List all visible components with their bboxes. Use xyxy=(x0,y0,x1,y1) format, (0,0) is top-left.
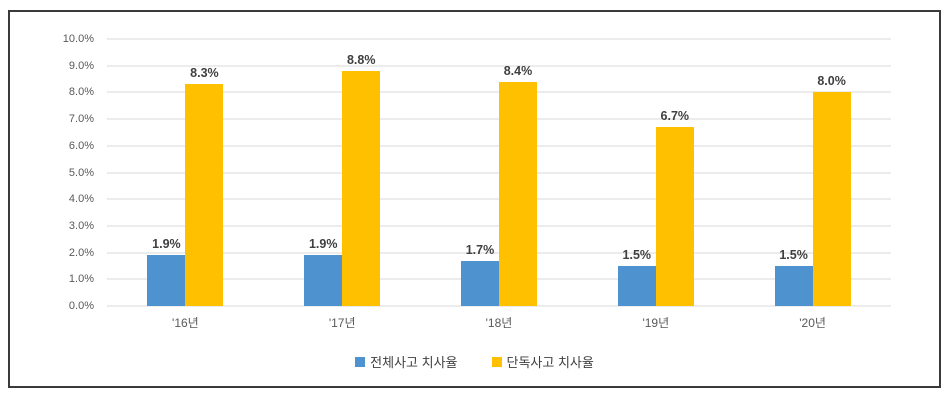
bar-total-accident xyxy=(147,255,186,306)
bar-total-accident xyxy=(460,260,499,306)
data-label: 1.9% xyxy=(308,237,338,252)
bar-column-total-accident: 1.7% xyxy=(460,39,499,306)
gridline xyxy=(107,65,891,67)
gridline xyxy=(107,305,891,307)
y-axis-tick-label: 7.0% xyxy=(68,113,94,126)
bar-column-single-accident: 8.0% xyxy=(812,39,851,306)
data-label: 8.4% xyxy=(503,63,533,78)
bar-group: 1.9% 8.8% xyxy=(264,39,421,306)
bar-column-single-accident: 6.7% xyxy=(655,39,694,306)
y-axis-tick-label: 2.0% xyxy=(68,246,94,259)
bar-single-accident xyxy=(185,84,224,306)
gridline xyxy=(107,38,891,40)
bar-group: 1.7% 8.4% xyxy=(421,39,578,306)
legend-swatch xyxy=(491,356,502,367)
data-label: 8.8% xyxy=(346,53,376,68)
data-label: 8.3% xyxy=(190,66,219,81)
x-axis-label: '16년 xyxy=(172,316,199,330)
bar-total-accident xyxy=(304,255,343,306)
legend-label: 단독사고 치사율 xyxy=(506,355,594,370)
legend-item-total-accident: 전체사고 치사율 xyxy=(355,352,458,371)
y-axis-tick-label: 1.0% xyxy=(68,273,94,286)
chart-figure: 1.9% 8.3% 1.9% 8.8% 1.7% 8.4% 1.5% 6.7% 1.5% 8.0%… xyxy=(8,10,941,388)
legend-label: 전체사고 치사율 xyxy=(370,355,458,370)
legend: 전체사고 치사율 단독사고 치사율 xyxy=(10,352,939,371)
legend-item-single-accident: 단독사고 치사율 xyxy=(491,352,594,371)
x-axis-label: '20년 xyxy=(799,316,826,330)
bar-group: 1.9% 8.3% xyxy=(107,39,264,306)
bar-total-accident xyxy=(617,265,656,306)
x-axis-label: '19년 xyxy=(642,316,670,330)
y-axis-tick-label: 3.0% xyxy=(68,219,94,232)
bar-total-accident xyxy=(774,265,813,306)
bar-single-accident xyxy=(655,127,694,306)
data-label: 1.7% xyxy=(465,242,495,257)
bar-column-single-accident: 8.3% xyxy=(185,39,224,306)
y-axis-tick-label: 10.0% xyxy=(62,33,94,45)
y-axis-tick-label: 5.0% xyxy=(68,166,94,179)
bar-column-total-accident: 1.5% xyxy=(617,39,656,306)
data-label: 8.0% xyxy=(817,74,846,89)
x-axis-label: '18년 xyxy=(485,316,513,330)
x-axis-label: '17년 xyxy=(328,316,356,330)
plot-area: 1.9% 8.3% 1.9% 8.8% 1.7% 8.4% 1.5% 6.7% 1.5% 8.0%… xyxy=(63,33,891,312)
legend-swatch xyxy=(355,356,366,367)
bar-group: 1.5% 8.0% xyxy=(734,39,891,306)
bar-column-single-accident: 8.4% xyxy=(498,39,537,306)
bar-single-accident xyxy=(342,71,381,306)
data-label: 6.7% xyxy=(660,109,690,124)
y-axis-tick-label: 6.0% xyxy=(68,139,94,152)
bar-column-total-accident: 1.9% xyxy=(304,39,343,306)
bar-group: 1.5% 6.7% xyxy=(577,39,734,306)
x-axis: '16년 '17년 '18년 '19년 '20년 xyxy=(107,314,891,331)
bar-column-total-accident: 1.5% xyxy=(774,39,813,306)
y-axis-tick-label: 9.0% xyxy=(68,59,94,72)
data-label: 1.5% xyxy=(622,247,652,262)
y-axis-tick-label: 8.0% xyxy=(68,86,94,99)
data-label: 1.5% xyxy=(779,247,808,262)
bar-column-total-accident: 1.9% xyxy=(147,39,186,306)
y-axis-tick-label: 0.0% xyxy=(68,300,94,312)
data-label: 1.9% xyxy=(152,237,181,252)
bar-column-single-accident: 8.8% xyxy=(342,39,381,306)
bar-groups: 1.9% 8.3% 1.9% 8.8% 1.7% 8.4% 1.5% 6.7% 1.5% 8.0% xyxy=(107,39,891,306)
bar-single-accident xyxy=(498,81,537,306)
bar-single-accident xyxy=(812,92,851,306)
y-axis-tick-label: 4.0% xyxy=(68,193,94,206)
